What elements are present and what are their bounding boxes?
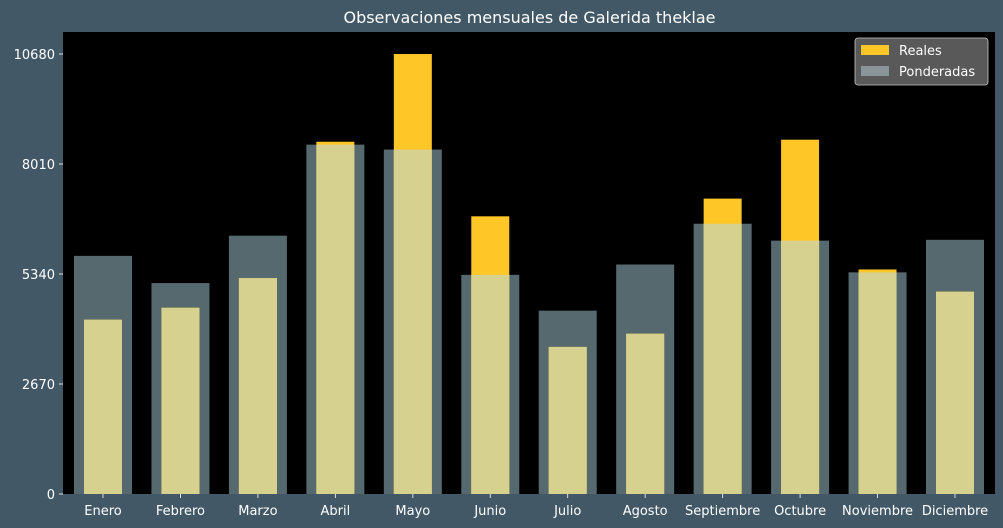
x-tick-label: Mayo — [395, 504, 430, 519]
x-tick-label: Septiembre — [685, 504, 760, 519]
x-tick-label: Julio — [553, 504, 581, 519]
legend-swatch-reales — [861, 45, 889, 55]
bar-overlap — [548, 346, 587, 494]
x-tick-label: Abril — [321, 504, 351, 519]
bar-overlap — [471, 274, 510, 494]
legend: Reales Ponderadas — [854, 37, 989, 86]
x-tick-label: Agosto — [623, 504, 668, 519]
bar-overlap — [703, 223, 742, 494]
bar-overlap — [238, 278, 277, 494]
chart-title: Observaciones mensuales de Galerida thek… — [343, 8, 716, 27]
bar-overlap — [626, 333, 665, 494]
y-tick-label: 0 — [47, 488, 55, 503]
x-tick-label: Junio — [473, 504, 506, 519]
y-tick-label: 5340 — [22, 268, 55, 283]
legend-label-reales: Reales — [899, 44, 942, 59]
y-tick-label: 10680 — [14, 48, 55, 63]
x-tick-label: Octubre — [774, 504, 826, 519]
bar-overlap — [161, 307, 200, 494]
bar-overlap — [936, 291, 974, 494]
bar-overlap — [858, 272, 897, 494]
x-tick-label: Enero — [84, 504, 122, 519]
x-tick-label: Diciembre — [922, 504, 988, 519]
bars-layer — [74, 54, 984, 495]
axis-layer: Enero Febrero Marzo Abril Mayo Junio Julio Agos… — [14, 48, 989, 519]
y-tick-label: 8010 — [22, 158, 55, 173]
bar-overlap — [393, 149, 432, 495]
x-tick-label: Marzo — [238, 504, 277, 519]
bar-overlap — [316, 144, 355, 494]
y-tick-label: 2670 — [22, 378, 55, 393]
x-tick-label: Noviembre — [842, 504, 913, 519]
bar-overlap — [781, 240, 820, 494]
legend-label-ponderadas: Ponderadas — [899, 65, 975, 80]
plot-area — [63, 32, 995, 494]
x-tick-label: Febrero — [156, 504, 205, 519]
bar-overlap — [84, 319, 122, 494]
legend-swatch-ponderadas — [861, 66, 889, 76]
